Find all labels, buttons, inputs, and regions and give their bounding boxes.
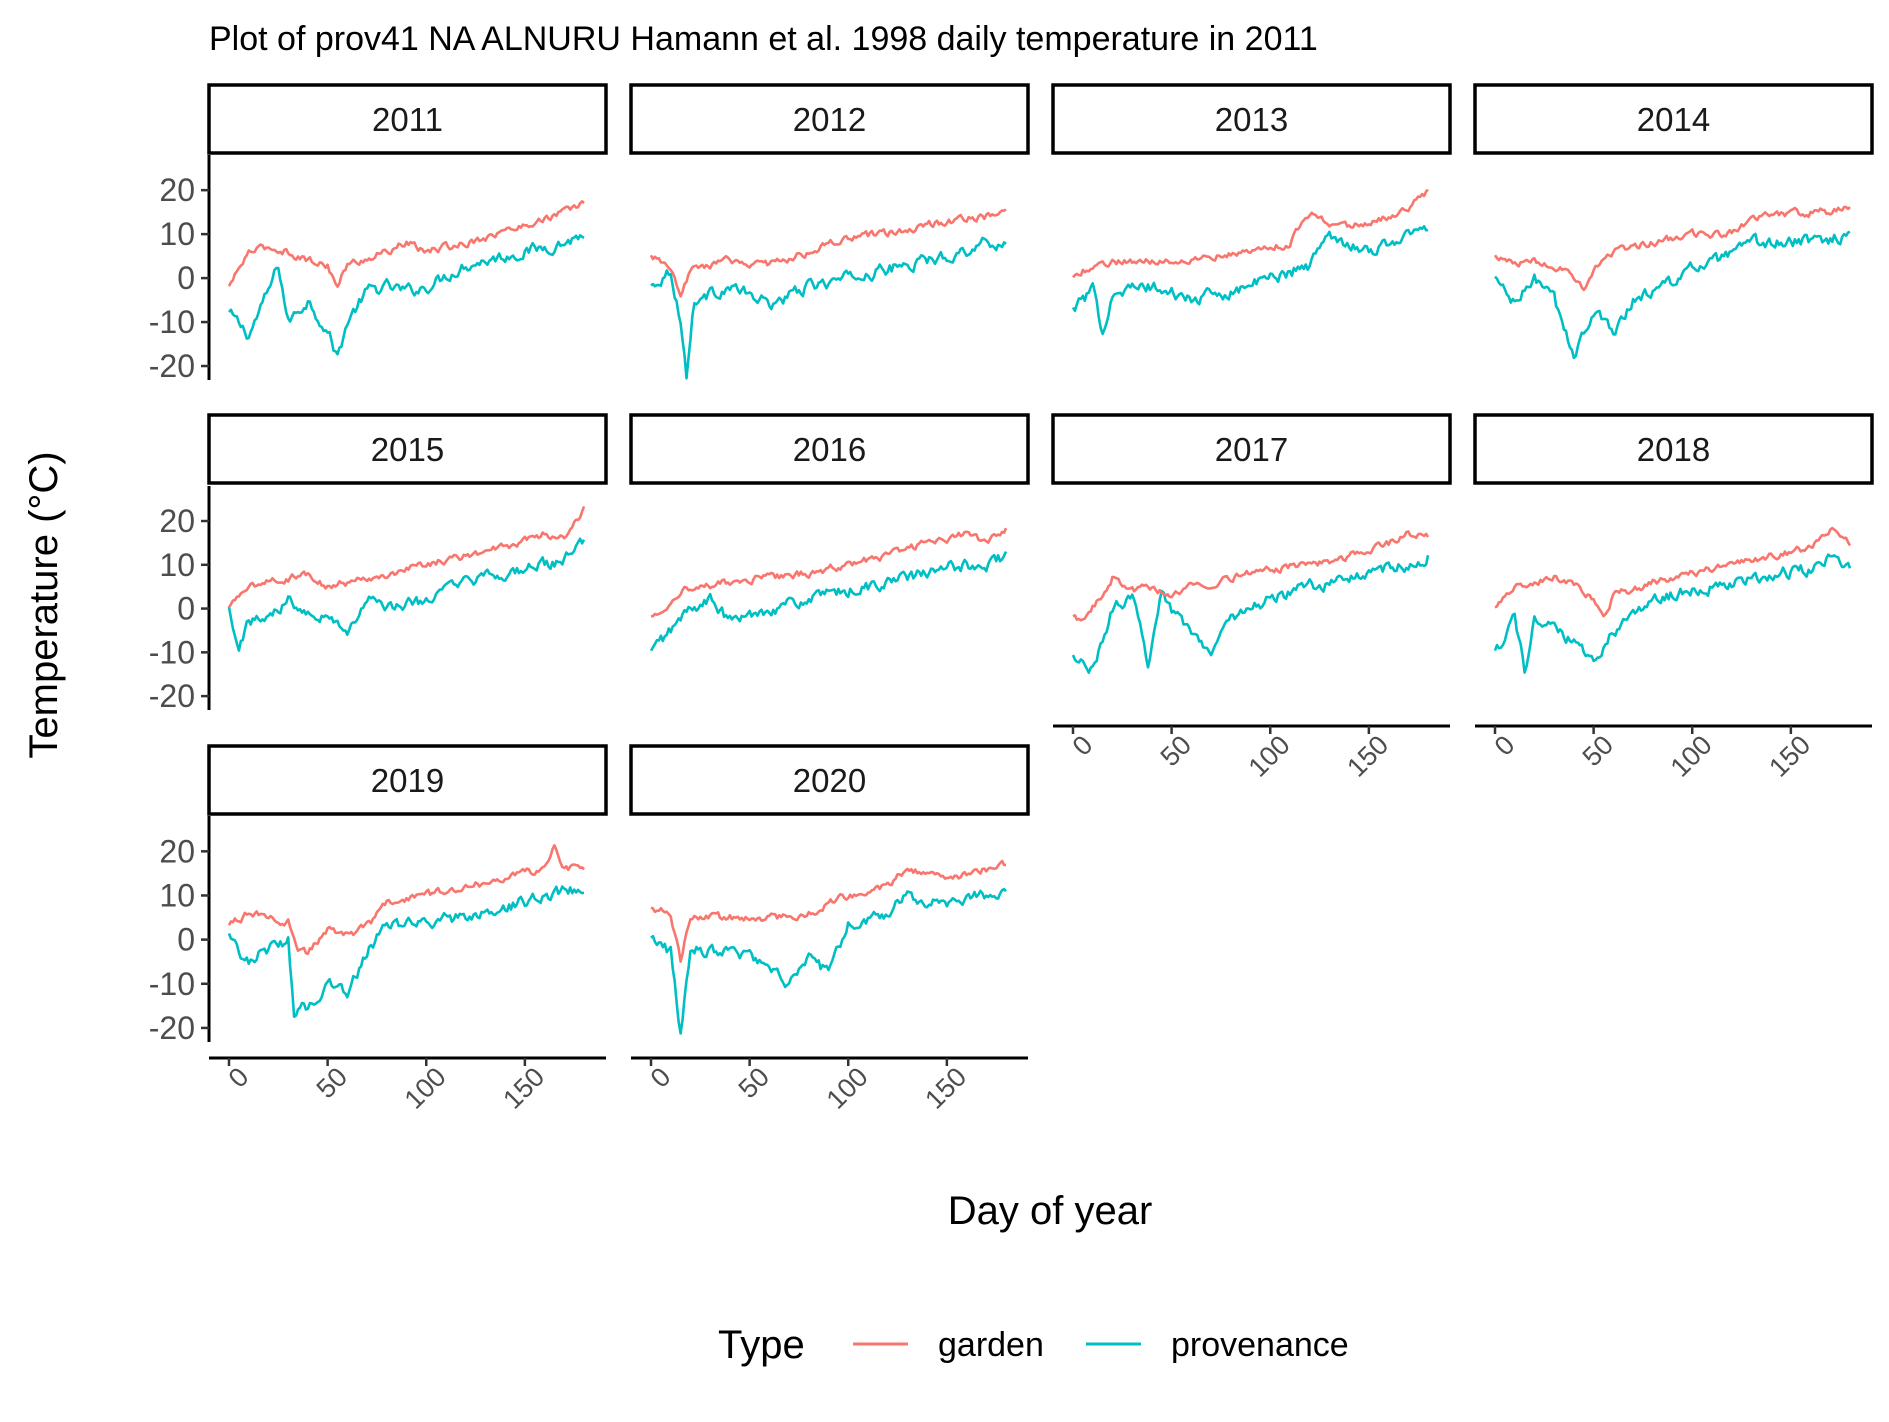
facet-panel-2011: 2011 20 10 0 -10 -20 [149,83,608,384]
x-tick-label: 50 [311,1062,353,1104]
y-tick-label: 20 [159,172,195,208]
y-tick-label: -10 [149,304,195,340]
facet-panel-2013: 2013 [1051,83,1452,336]
facet-strip-label: 2015 [371,431,444,468]
x-tick-label: 0 [1067,730,1099,762]
series-line-provenance [1494,230,1851,360]
series-line-provenance [227,885,585,1018]
y-tick-label: 0 [177,922,195,958]
facet-panel-2015: 2015 20 10 0 -10 -20 [149,413,608,714]
series-line-garden [649,208,1007,298]
facet-strip-2015 [207,413,608,485]
series-line-provenance [1071,555,1430,674]
y-tick-label: -20 [149,1010,195,1046]
x-tick-label: 50 [1577,730,1619,772]
series-line-provenance [228,234,585,356]
legend: Type garden provenance [718,1323,1349,1367]
facet-strip-2014 [1473,83,1874,155]
x-tick-label: 100 [1665,730,1718,783]
facet-strip-label: 2013 [1215,101,1288,138]
facet-strip-label: 2012 [793,101,866,138]
y-tick-label: 10 [159,216,195,252]
series-line-provenance [650,236,1007,380]
y-tick-label: -20 [149,678,195,714]
y-axis-title: Temperature (°C) [22,451,66,758]
legend-title: Type [718,1323,805,1367]
facet-panel-2018: 2018 0 50 100 150 [1473,413,1874,783]
facet-panel-2020: 2020 0 50 100 150 [629,744,1030,1115]
facet-panel-2014: 2014 [1473,83,1874,360]
y-tick-label: 20 [159,833,195,869]
y-tick-label: -20 [149,348,195,384]
y-tick-label: 10 [159,877,195,913]
series-line-provenance [1493,553,1852,674]
x-tick-label: 100 [399,1062,452,1115]
facet-strip-2020 [629,744,1030,816]
x-tick-label: 150 [919,1062,972,1115]
facet-strip-2018 [1473,413,1874,485]
y-tick-label: 10 [159,547,195,583]
x-tick-label: 150 [497,1062,550,1115]
series-line-garden [227,844,585,955]
facet-strip-label: 2014 [1637,101,1710,138]
x-tick-label: 150 [1763,730,1816,783]
series-line-garden [1072,530,1430,622]
y-tick-label: 20 [159,503,195,539]
series-line-garden [650,527,1008,618]
series-line-garden [227,505,586,609]
facet-strip-2013 [1051,83,1452,155]
x-tick-label: 100 [1243,730,1296,783]
x-tick-label: 50 [733,1062,775,1104]
series-line-garden [1072,188,1429,279]
y-tick-label: -10 [149,634,195,670]
facet-strip-2019 [207,744,608,816]
series-line-provenance [1071,225,1429,336]
facet-strip-label: 2020 [793,762,866,799]
legend-label-provenance: provenance [1171,1326,1349,1364]
x-axis-title: Day of year [948,1189,1153,1233]
facet-strip-label: 2019 [371,762,444,799]
x-tick-label: 100 [821,1062,874,1115]
legend-label-garden: garden [938,1326,1044,1364]
facet-panel-2017: 2017 0 50 100 150 [1051,413,1452,783]
y-tick-label: 0 [177,591,195,627]
series-line-garden [650,859,1007,963]
x-tick-label: 150 [1341,730,1394,783]
facet-strip-label: 2017 [1215,431,1288,468]
facet-strip-2011 [207,83,608,155]
y-tick-label: -10 [149,966,195,1002]
series-line-garden [227,200,585,288]
series-line-garden [1494,526,1852,618]
x-tick-label: 0 [223,1062,255,1094]
facet-strip-label: 2011 [372,101,443,138]
facet-strip-2012 [629,83,1030,155]
x-tick-label: 50 [1155,730,1197,772]
facet-strip-label: 2018 [1637,431,1710,468]
facet-panel-2016: 2016 [629,413,1030,652]
y-tick-label: 0 [177,260,195,296]
x-tick-label: 0 [645,1062,677,1094]
x-tick-label: 0 [1489,730,1521,762]
series-line-provenance [650,887,1007,1035]
facet-strip-label: 2016 [793,431,866,468]
chart-title: Plot of prov41 NA ALNURU Hamann et al. 1… [209,20,1318,58]
series-line-provenance [649,551,1008,652]
series-line-provenance [227,537,586,652]
facet-panel-2012: 2012 [629,83,1030,380]
series-line-garden [1493,205,1851,292]
facet-strip-2016 [629,413,1030,485]
facet-strip-2017 [1051,413,1452,485]
